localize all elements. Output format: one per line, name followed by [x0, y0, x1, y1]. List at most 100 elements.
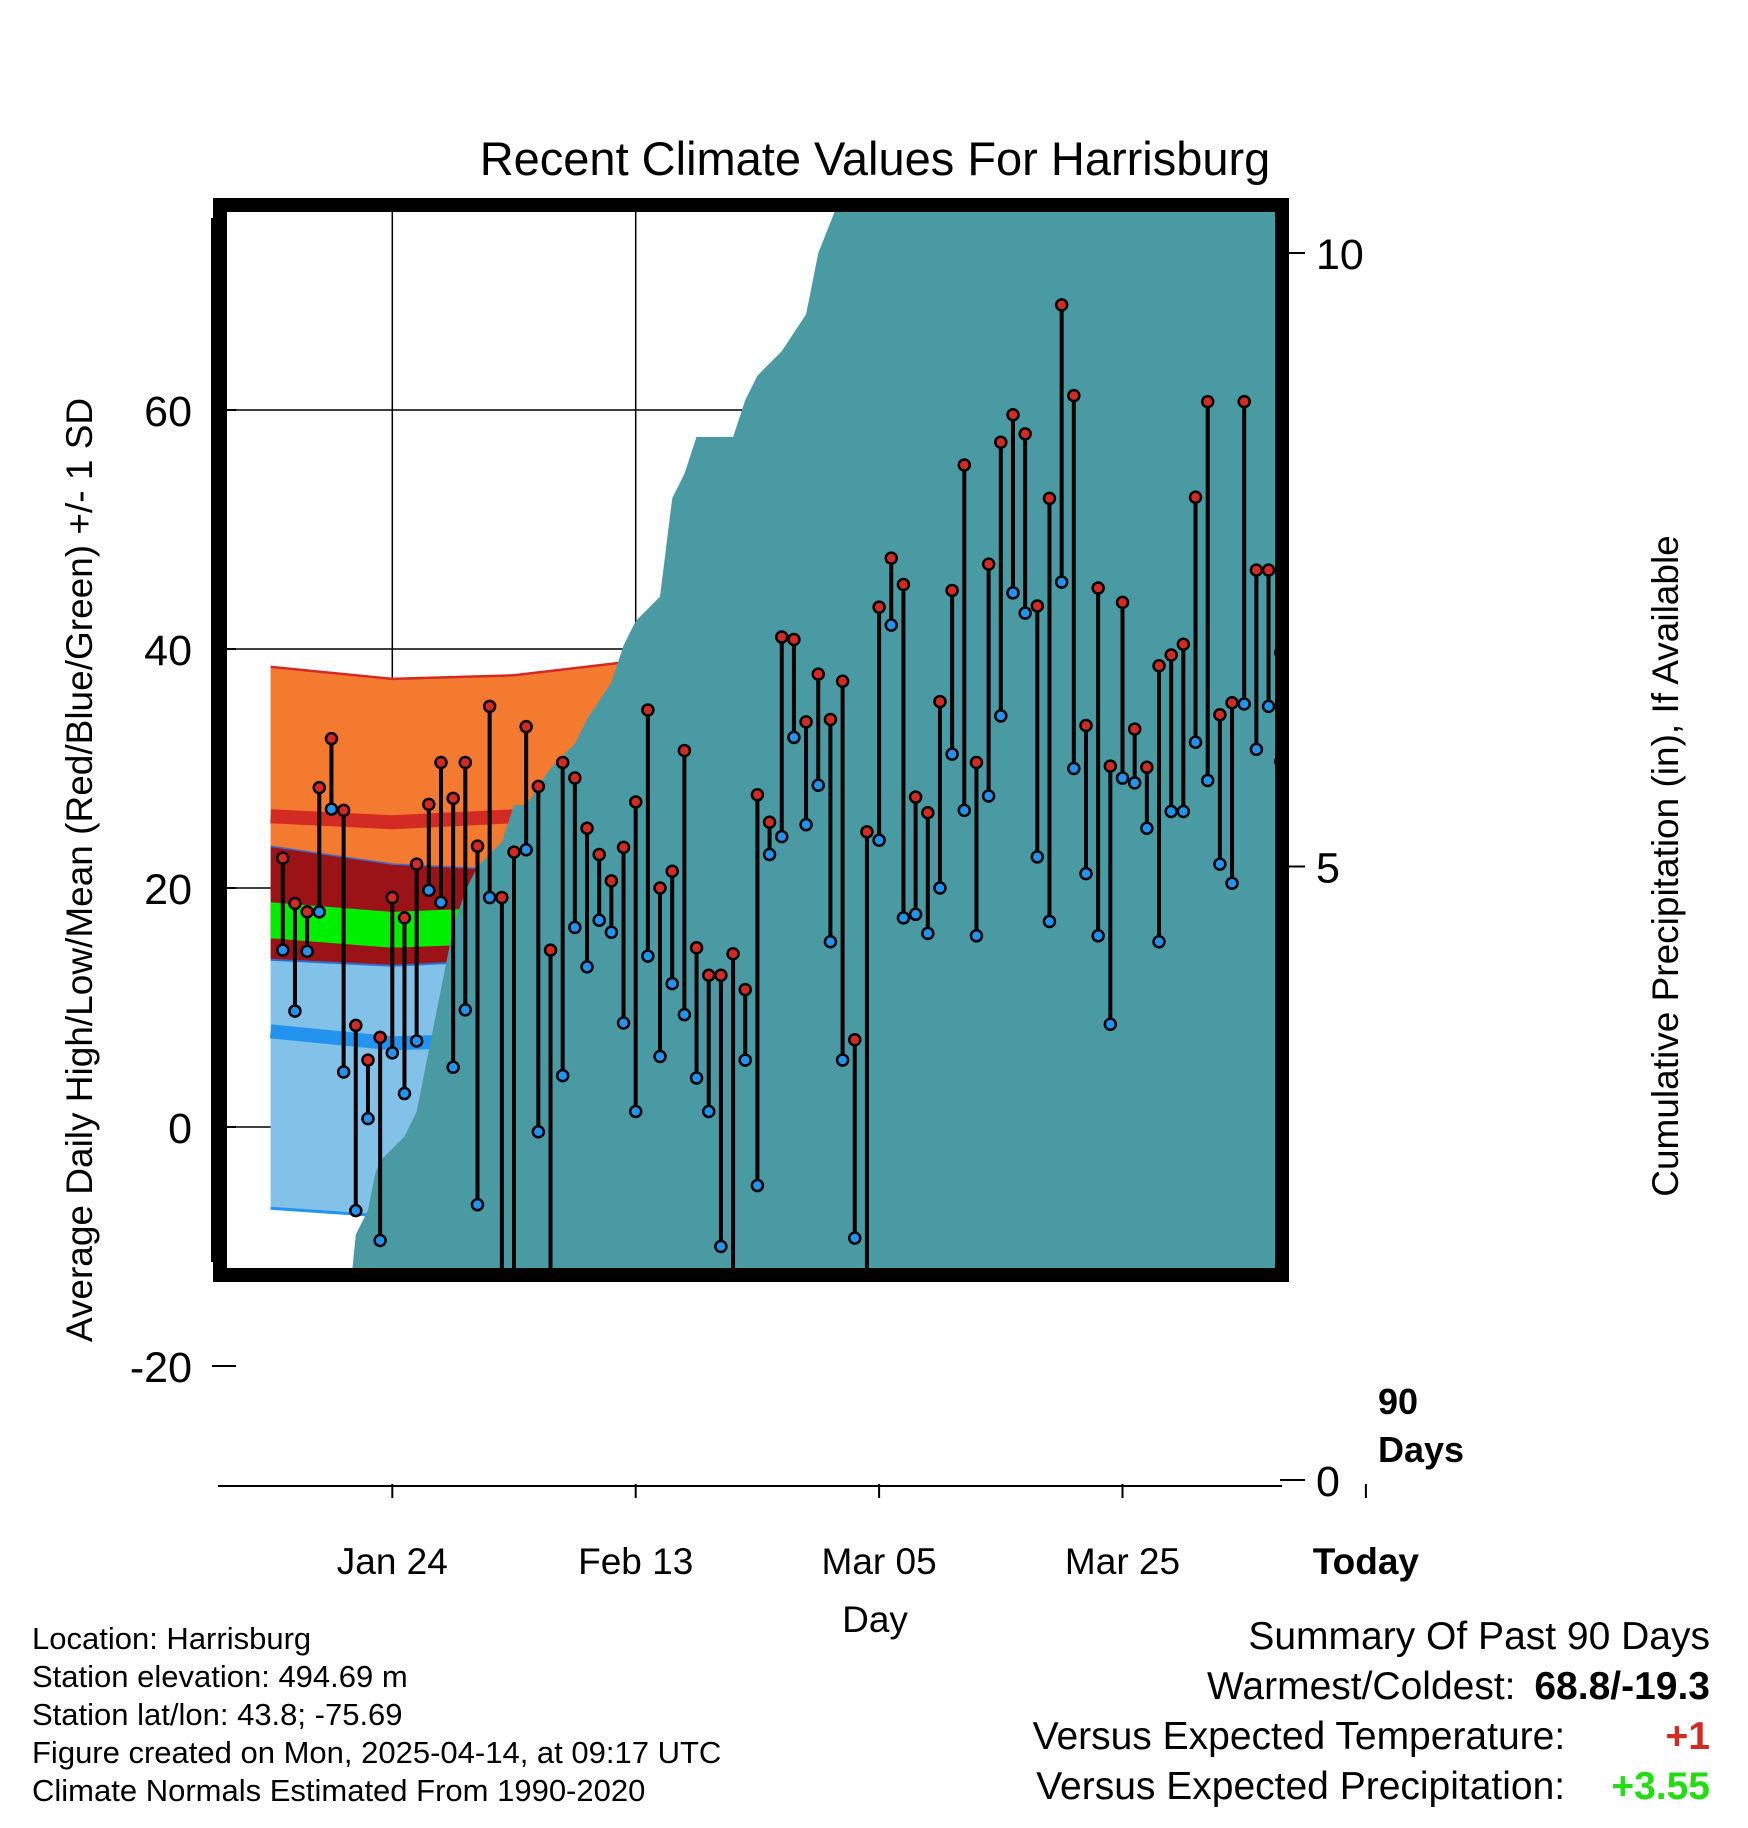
daily-low-point: [446, 1060, 460, 1074]
daily-low-point: [762, 847, 777, 862]
daily-high-point: [1188, 490, 1203, 504]
daily-high-point: [1091, 581, 1105, 595]
daily-low-point: [714, 1239, 728, 1254]
plot-frame: [213, 198, 1289, 1282]
daily-high-point: [811, 667, 825, 681]
daily-low-point: [496, 1337, 507, 1348]
daily-high-point: [1018, 427, 1032, 441]
created-text: Figure created on Mon, 2025-04-14, at 09…: [32, 1735, 722, 1770]
daily-high-point: [385, 890, 400, 905]
daily-low-point: [1336, 728, 1347, 739]
daily-high-point: [835, 674, 850, 689]
x-tick-label: Today: [1313, 1541, 1420, 1582]
daily-high-point: [1348, 587, 1359, 598]
daily-low-point: [1249, 742, 1264, 757]
mean-band: [270, 689, 1275, 948]
daily-low-point: [300, 944, 314, 959]
location-text: Location: Harrisburg: [32, 1621, 312, 1656]
plot-content: [227, 212, 1371, 1363]
daily-high-point: [616, 840, 631, 855]
daily-high-point: [1103, 759, 1118, 773]
daily-low-point: [908, 907, 923, 922]
daily-high-point: [1287, 593, 1298, 604]
daily-low-point: [811, 778, 825, 792]
daily-high-point: [324, 731, 339, 746]
daily-low-point: [458, 1003, 473, 1017]
daily-high-point: [1127, 722, 1142, 736]
summary-precip-row: Versus Expected Precipitation: +3.55: [1033, 1762, 1710, 1812]
daily-high-point: [665, 864, 679, 879]
warmest-label: Warmest/Coldest:: [1207, 1665, 1516, 1708]
daily-high-point: [1140, 760, 1154, 775]
daily-low-point: [1300, 920, 1311, 931]
daily-low-point: [1176, 804, 1191, 819]
y-axis-label: Average Daily High/Low/Mean (Red/Blue/Gr…: [59, 398, 100, 1342]
daily-low-point: [981, 789, 996, 803]
daily-high-point: [1360, 486, 1371, 497]
elevation-text: Station elevation: 494.69 m: [32, 1659, 408, 1694]
daily-low-point: [312, 905, 327, 919]
daily-low-point: [933, 881, 947, 895]
daily-low-point: [482, 890, 497, 905]
daily-high-point: [1249, 563, 1264, 577]
daily-high-point: [470, 839, 485, 853]
daily-low-point: [1030, 850, 1045, 864]
station-info: Location: Harrisburg Station elevation: …: [32, 1620, 721, 1810]
daily-low-point: [545, 1313, 556, 1324]
daily-low-point: [1261, 699, 1275, 714]
daily-low-point: [1200, 773, 1215, 788]
daily-high-point: [774, 630, 789, 644]
daily-high-point: [446, 791, 460, 806]
daily-high-point: [969, 755, 984, 770]
daily-high-point: [580, 821, 594, 835]
daily-low-point: [1091, 929, 1105, 943]
temp-value: +1: [1665, 1715, 1710, 1758]
daily-low-point: [580, 960, 594, 974]
daily-high-point: [300, 905, 314, 919]
daily-low-point: [1140, 821, 1154, 835]
y2-tick-label: 5: [1316, 845, 1340, 893]
normals-text: Climate Normals Estimated From 1990-2020: [32, 1773, 646, 1808]
y2-tick-label: 10: [1316, 231, 1364, 279]
y-tick-label: 60: [144, 388, 192, 436]
daily-high-point: [336, 803, 351, 818]
temp-label: Versus Expected Temperature:: [1032, 1715, 1566, 1758]
y2-tick-label: 0: [1316, 1458, 1340, 1506]
daily-low-point: [385, 1046, 400, 1060]
y-tick-label: 0: [168, 1105, 192, 1153]
daily-high-point: [933, 694, 947, 709]
daily-low-point: [653, 1049, 667, 1064]
daily-high-point: [276, 851, 290, 865]
daily-low-point: [872, 833, 886, 847]
daily-low-point: [509, 1352, 520, 1363]
daily-high-point: [555, 755, 570, 770]
x-tick-label: Jan 24: [337, 1541, 448, 1582]
daily-low-point: [470, 1197, 485, 1212]
daily-low-point: [1348, 725, 1359, 736]
daily-low-point: [1103, 1017, 1118, 1031]
daily-high-point: [361, 1053, 375, 1067]
daily-low-point: [957, 803, 972, 818]
daily-low-point: [628, 1104, 643, 1119]
daily-high-point: [641, 703, 655, 717]
daily-high-point: [1336, 655, 1347, 666]
daily-high-point: [288, 896, 302, 911]
precip-value: +3.55: [1611, 1765, 1710, 1808]
daily-low-point: [799, 817, 813, 832]
daily-high-point: [568, 771, 582, 785]
daily-high-point: [1030, 599, 1045, 613]
daily-low-point: [568, 920, 582, 935]
daily-low-point: [848, 1231, 862, 1245]
daily-high-point: [628, 795, 643, 809]
daily-low-point: [641, 949, 655, 963]
daily-high-point: [677, 743, 692, 758]
daily-low-point: [750, 1178, 765, 1193]
daily-low-point: [994, 709, 1008, 723]
daily-high-point: [1324, 661, 1335, 672]
today-label-days-word: Days: [1378, 1429, 1464, 1470]
daily-low-point: [689, 1071, 704, 1085]
today-label-days-count: 90: [1378, 1381, 1418, 1422]
daily-high-point: [787, 632, 801, 647]
daily-high-point: [409, 857, 424, 871]
